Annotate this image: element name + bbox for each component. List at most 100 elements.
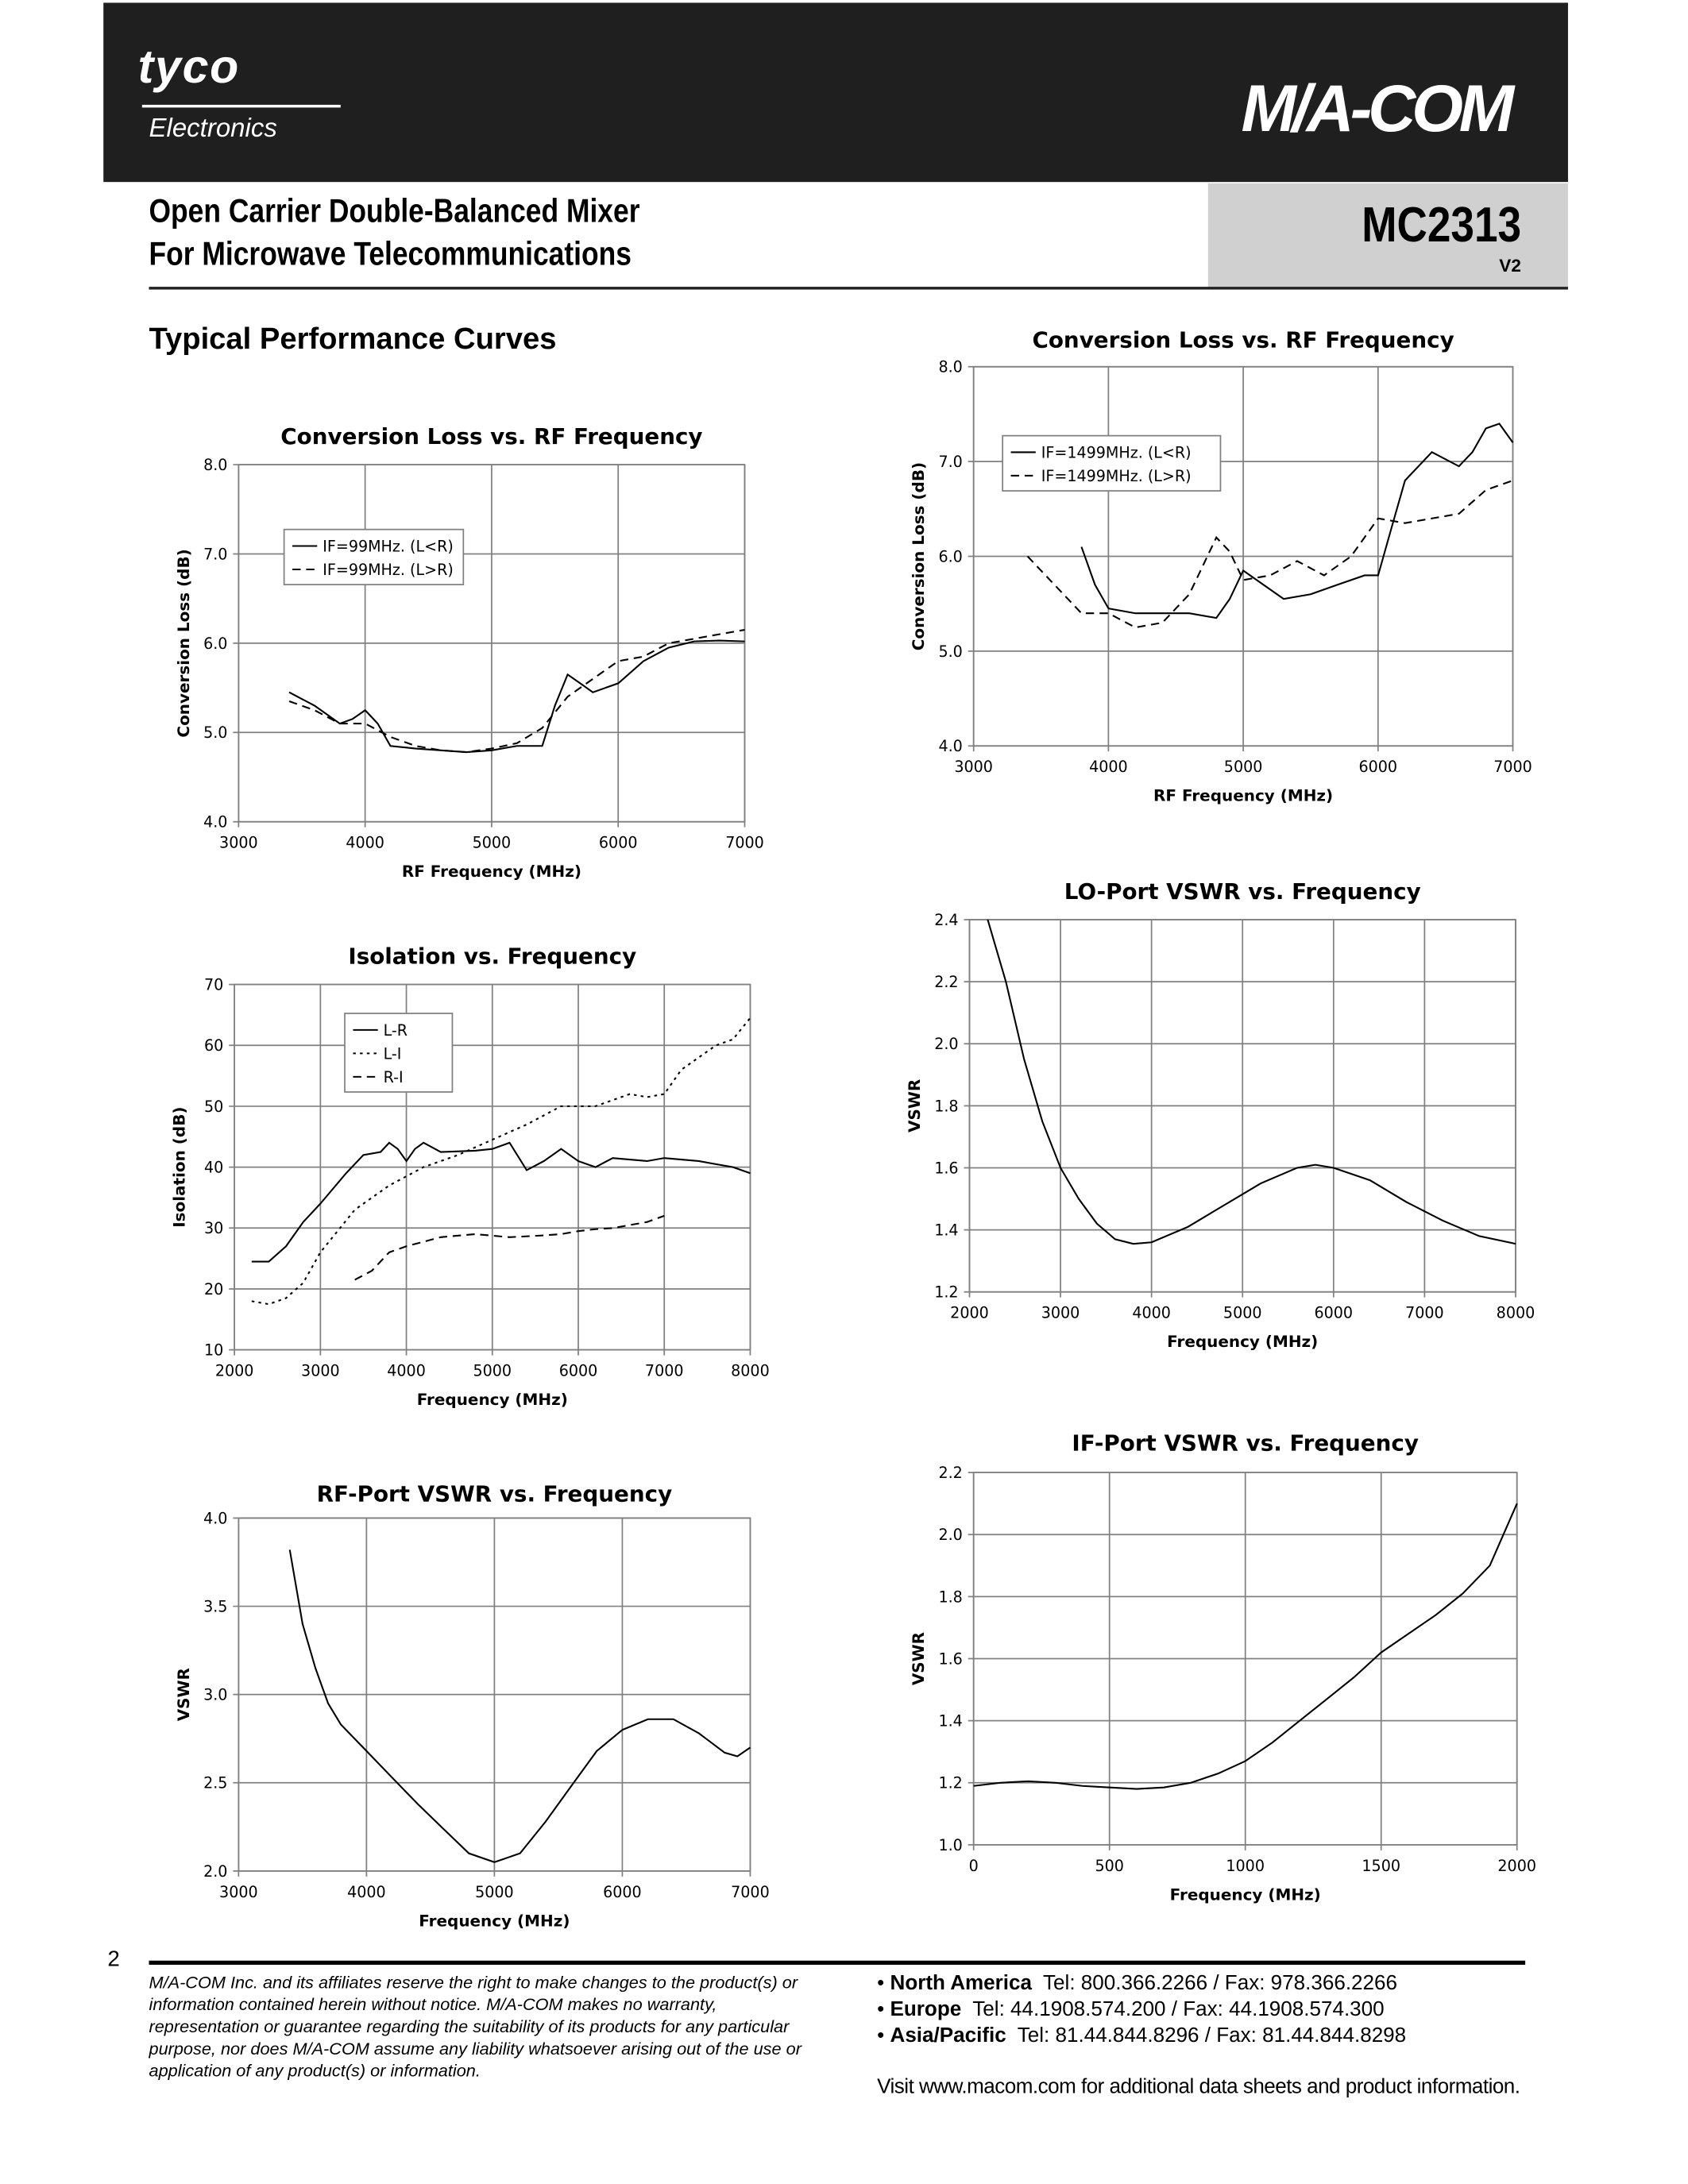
y-tick-label: 2.4 xyxy=(934,911,958,929)
page-number: 2 xyxy=(107,1948,120,1972)
x-tick-label: 5000 xyxy=(473,834,512,852)
x-tick-label: 2000 xyxy=(215,1362,254,1380)
x-tick-label: 5000 xyxy=(1223,1304,1262,1322)
x-tick-label: 4000 xyxy=(1089,758,1128,776)
y-tick-label: 5.0 xyxy=(938,642,962,661)
x-tick-label: 7000 xyxy=(645,1362,684,1380)
series-line-1 xyxy=(288,1549,751,1863)
x-tick-label: 500 xyxy=(1095,1857,1123,1875)
x-tick-label: 4000 xyxy=(346,834,384,852)
legend-label: IF=1499MHz. (L<R) xyxy=(1041,443,1192,461)
x-tick-label: 4000 xyxy=(1132,1304,1171,1322)
contact-asia-pacific: • Asia/Pacific Tel: 81.44.844.8296 / Fax… xyxy=(877,2024,1407,2048)
y-axis-label: VSWR xyxy=(174,1668,193,1721)
x-tick-label: 3000 xyxy=(219,1883,258,1901)
part-number-box xyxy=(1207,183,1568,287)
y-tick-label: 1.8 xyxy=(934,1097,958,1115)
y-tick-label: 2.0 xyxy=(938,1526,962,1544)
region: Asia/Pacific xyxy=(890,2024,1006,2048)
y-tick-label: 70 xyxy=(204,976,223,994)
version: V2 xyxy=(1499,255,1521,276)
contact-list: • North America Tel: 800.366.2266 / Fax:… xyxy=(877,1970,1406,2049)
macom-logo: M/A-COM xyxy=(1241,73,1514,147)
x-tick-label: 5000 xyxy=(1224,758,1263,776)
tyco-logo-sub: Electronics xyxy=(149,114,277,144)
chart-title: RF-Port VSWR vs. Frequency xyxy=(317,1481,673,1507)
legend-label: IF=1499MHz. (L>R) xyxy=(1041,467,1192,485)
y-tick-label: 1.0 xyxy=(938,1836,962,1854)
x-tick-label: 3000 xyxy=(219,834,258,852)
y-tick-label: 60 xyxy=(204,1036,223,1055)
x-tick-label: 4000 xyxy=(387,1362,426,1380)
legend-box xyxy=(283,528,465,585)
series-line-1 xyxy=(973,1503,1518,1790)
x-tick-label: 0 xyxy=(969,1857,979,1875)
x-axis-label: RF Frequency (MHz) xyxy=(402,862,581,881)
y-tick-label: 1.4 xyxy=(938,1712,962,1731)
series-line-3 xyxy=(354,1214,665,1281)
header-rule xyxy=(149,287,1568,290)
chart-title: LO-Port VSWR vs. Frequency xyxy=(1064,878,1421,905)
series-line-2 xyxy=(251,1017,751,1306)
series-line-1 xyxy=(1080,423,1514,619)
contact-text: Tel: 800.366.2266 / Fax: 978.366.2266 xyxy=(1043,1971,1397,1996)
x-tick-label: 3000 xyxy=(1041,1304,1080,1322)
legend-label: IF=99MHz. (L>R) xyxy=(323,561,454,579)
x-axis-label: Frequency (MHz) xyxy=(1170,1885,1321,1904)
x-tick-label: 2000 xyxy=(950,1304,989,1322)
y-tick-label: 5.0 xyxy=(203,723,227,742)
x-tick-label: 5000 xyxy=(475,1883,514,1901)
y-tick-label: 1.6 xyxy=(934,1159,958,1177)
y-tick-label: 30 xyxy=(204,1219,223,1237)
y-axis-label: Conversion Loss (dB) xyxy=(174,549,193,737)
y-tick-label: 1.2 xyxy=(938,1774,962,1792)
section-title: Typical Performance Curves xyxy=(149,321,557,356)
y-tick-label: 1.6 xyxy=(938,1650,962,1668)
y-tick-label: 3.0 xyxy=(203,1686,227,1704)
part-number: MC2313 xyxy=(1362,195,1521,253)
x-tick-label: 8000 xyxy=(1497,1304,1535,1322)
y-tick-label: 2.2 xyxy=(934,973,958,991)
y-tick-label: 8.0 xyxy=(938,358,962,376)
contact-text: Tel: 44.1908.574.200 / Fax: 44.1908.574.… xyxy=(972,1997,1385,2022)
x-tick-label: 5000 xyxy=(473,1362,512,1380)
legend-label: L-R xyxy=(384,1021,408,1040)
x-tick-label: 7000 xyxy=(1493,758,1532,776)
y-axis-label: VSWR xyxy=(905,1079,924,1133)
series-line-1 xyxy=(288,639,745,754)
series-line-1 xyxy=(251,1141,751,1263)
chart-title: Conversion Loss vs. RF Frequency xyxy=(1032,326,1454,353)
y-tick-label: 2.0 xyxy=(203,1862,227,1881)
tyco-logo: tyco xyxy=(137,41,240,95)
x-axis-label: Frequency (MHz) xyxy=(419,1911,570,1930)
y-tick-label: 7.0 xyxy=(938,453,962,471)
y-tick-label: 20 xyxy=(204,1280,223,1298)
y-axis-label: Conversion Loss (dB) xyxy=(909,462,928,650)
y-tick-label: 2.0 xyxy=(934,1035,958,1053)
region: Europe xyxy=(890,1997,962,2022)
y-tick-label: 8.0 xyxy=(203,456,227,474)
x-tick-label: 6000 xyxy=(1359,758,1398,776)
y-tick-label: 1.4 xyxy=(934,1221,958,1240)
y-tick-label: 6.0 xyxy=(203,635,227,653)
contact-text: Tel: 81.44.844.8296 / Fax: 81.44.844.829… xyxy=(1017,2024,1407,2048)
legend-label: IF=99MHz. (L<R) xyxy=(323,537,454,555)
y-tick-label: 1.2 xyxy=(934,1283,958,1302)
x-tick-label: 7000 xyxy=(1405,1304,1444,1322)
footer-rule xyxy=(149,1960,1526,1965)
header-banner xyxy=(103,2,1568,183)
x-tick-label: 4000 xyxy=(347,1883,386,1901)
disclaimer: M/A-COM Inc. and its affiliates reserve … xyxy=(149,1973,802,2081)
x-tick-label: 6000 xyxy=(1315,1304,1354,1322)
y-tick-label: 3.5 xyxy=(203,1598,227,1616)
chart-title: Isolation vs. Frequency xyxy=(348,943,636,970)
x-tick-label: 1500 xyxy=(1362,1857,1400,1875)
region: North America xyxy=(890,1971,1033,1996)
y-tick-label: 4.0 xyxy=(203,813,227,832)
y-tick-label: 4.0 xyxy=(938,737,962,755)
logo-divider xyxy=(141,104,341,108)
contact-north-america: • North America Tel: 800.366.2266 / Fax:… xyxy=(877,1971,1397,1996)
y-tick-label: 10 xyxy=(204,1341,223,1360)
